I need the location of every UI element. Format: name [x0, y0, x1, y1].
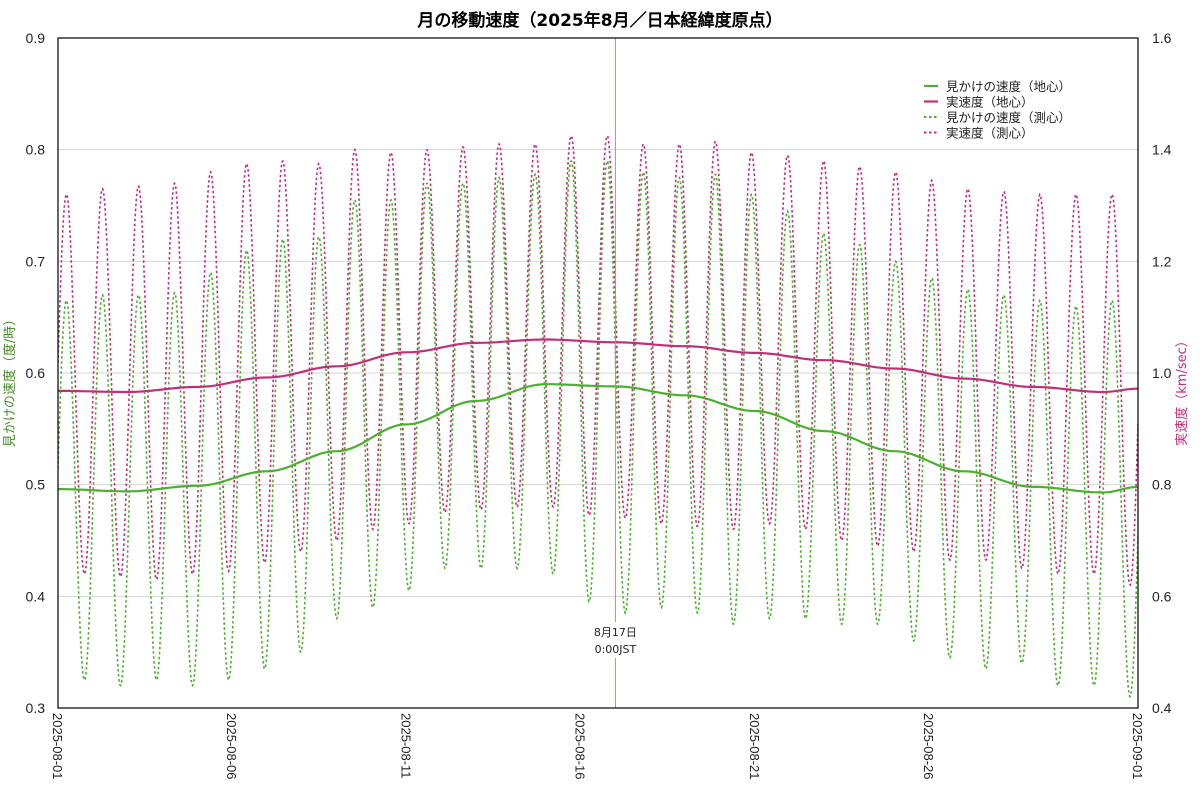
x-tick-label: 2025-08-06: [224, 713, 239, 780]
y-left-tick-label: 0.8: [26, 142, 46, 158]
y-right-tick-label: 1.6: [1152, 30, 1172, 46]
y-right-tick-label: 1.4: [1152, 142, 1172, 158]
date-marker-date: 8月17日: [594, 626, 637, 639]
y-right-tick-label: 1.2: [1152, 253, 1172, 269]
y-left-tick-label: 0.5: [26, 477, 46, 493]
y-axis-left-label: 見かけの速度（度/時）: [2, 313, 18, 447]
y-left-tick-label: 0.3: [26, 700, 46, 716]
x-tick-label: 2025-08-11: [398, 713, 413, 779]
chart-title: 月の移動速度（2025年8月／日本経緯度原点）: [417, 11, 783, 31]
y-left-tick-label: 0.7: [26, 253, 46, 269]
date-marker-label-background: [589, 622, 642, 658]
x-axis-ticks: 2025-08-01 2025-08-06 2025-08-11 2025-08-16…: [50, 713, 1145, 780]
y-axis-right-ticks: 0.4 0.6 0.8 1.0 1.2 1.4 1.6: [1152, 30, 1172, 716]
series-line-dotted: [58, 159, 1138, 698]
series-line-solid: [58, 383, 1138, 494]
legend-background: [915, 74, 1095, 140]
y-right-tick-label: 0.6: [1152, 588, 1172, 604]
legend-label: 見かけの速度（地心）: [946, 79, 1071, 94]
y-left-tick-label: 0.6: [26, 365, 46, 381]
series-line-solid: [58, 338, 1138, 394]
y-axis-right-label: 実速度（km/sec）: [1174, 334, 1190, 446]
x-tick-label: 2025-08-21: [747, 713, 762, 780]
legend: 見かけの速度（地心）実速度（地心）見かけの速度（測心）実速度（測心）: [915, 74, 1095, 141]
x-tick-label: 2025-08-16: [573, 713, 588, 780]
x-tick-label: 2025-08-01: [50, 713, 65, 780]
plot-frame: [57, 37, 1139, 709]
y-right-tick-label: 1.0: [1152, 365, 1172, 381]
legend-label: 実速度（地心）: [946, 95, 1034, 110]
series-line-dotted: [58, 134, 1138, 587]
y-left-tick-label: 0.9: [26, 30, 46, 46]
x-tick-label: 2025-08-26: [921, 713, 936, 780]
y-right-tick-label: 0.4: [1152, 700, 1172, 716]
x-tick-label: 2025-09-01: [1130, 713, 1145, 780]
date-marker-time: 0:00JST: [595, 643, 637, 656]
legend-label: 見かけの速度（測心）: [946, 110, 1071, 125]
y-right-tick-label: 0.8: [1152, 477, 1172, 493]
y-axis-left-ticks: 0.3 0.4 0.5 0.6 0.7 0.8 0.9: [26, 30, 46, 716]
series-layer: [58, 134, 1138, 698]
legend-label: 実速度（測心）: [946, 126, 1034, 141]
y-left-tick-label: 0.4: [26, 588, 46, 604]
